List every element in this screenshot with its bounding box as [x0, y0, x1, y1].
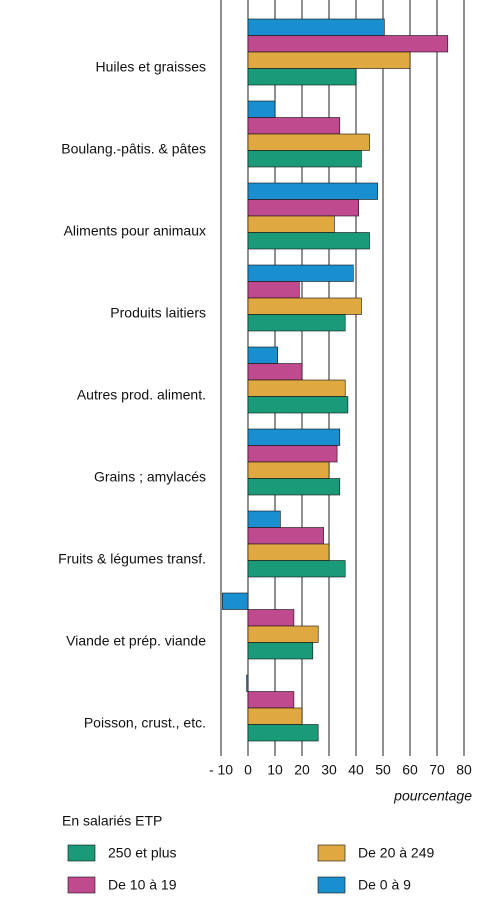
bar [247, 642, 314, 660]
bar [246, 674, 249, 692]
legend-swatch [67, 876, 96, 894]
bar [247, 297, 362, 315]
x-tick-label: 0 [244, 762, 252, 778]
bar [247, 117, 341, 135]
legend-label: De 10 à 19 [108, 877, 177, 893]
bar [247, 68, 357, 86]
bar [247, 445, 338, 463]
bar [247, 510, 281, 528]
x-tick-label: 30 [321, 762, 337, 778]
y-tick-label: Autres prod. aliment. [77, 387, 206, 403]
bar [247, 609, 295, 627]
legend-swatch [317, 876, 346, 894]
bar [247, 264, 354, 282]
bar [247, 232, 370, 250]
bar [247, 691, 295, 709]
y-tick-label: Huiles et graisses [96, 59, 207, 75]
x-tick-label: 80 [456, 762, 472, 778]
bar [247, 199, 359, 217]
legend-swatch [317, 844, 346, 862]
legend-title: En salariés ETP [62, 813, 162, 829]
legend-label: De 20 à 249 [358, 845, 434, 861]
bar [247, 133, 370, 151]
bar [247, 150, 362, 168]
bar [247, 100, 276, 118]
bar [247, 51, 411, 69]
x-axis-label: pourcentage [393, 788, 472, 804]
bar [247, 428, 341, 446]
x-tick-label: 50 [375, 762, 391, 778]
bar [247, 363, 303, 381]
bar [247, 396, 349, 414]
bar [247, 314, 346, 332]
bar [222, 592, 249, 610]
bar [247, 379, 346, 397]
bar [247, 18, 385, 36]
x-tick-label: 70 [429, 762, 445, 778]
bar [247, 527, 324, 545]
y-tick-label: Produits laitiers [110, 305, 206, 321]
x-tick-label: - 10 [209, 762, 233, 778]
bar [247, 543, 330, 561]
bar [247, 625, 319, 643]
y-tick-label: Fruits & légumes transf. [58, 551, 206, 567]
y-tick-label: Boulang.-pâtis. & pâtes [61, 141, 206, 157]
x-tick-label: 60 [402, 762, 418, 778]
y-tick-label: Viande et prép. viande [66, 633, 206, 649]
x-tick-label: 10 [267, 762, 283, 778]
x-tick-label: 20 [294, 762, 310, 778]
bar [247, 478, 341, 496]
bar [247, 215, 335, 233]
bar [247, 182, 378, 200]
legend-label: De 0 à 9 [358, 877, 411, 893]
bar [247, 461, 330, 479]
bar [247, 281, 300, 299]
legend-swatch [67, 844, 96, 862]
bar [247, 346, 279, 364]
bar [247, 560, 346, 578]
y-tick-label: Poisson, crust., etc. [84, 715, 206, 731]
x-tick-label: 40 [348, 762, 364, 778]
bar [247, 707, 303, 725]
bar [247, 35, 449, 53]
bar [247, 724, 319, 742]
y-tick-label: Grains ; amylacés [94, 469, 206, 485]
legend-label: 250 et plus [108, 845, 177, 861]
y-tick-label: Aliments pour animaux [64, 223, 206, 239]
